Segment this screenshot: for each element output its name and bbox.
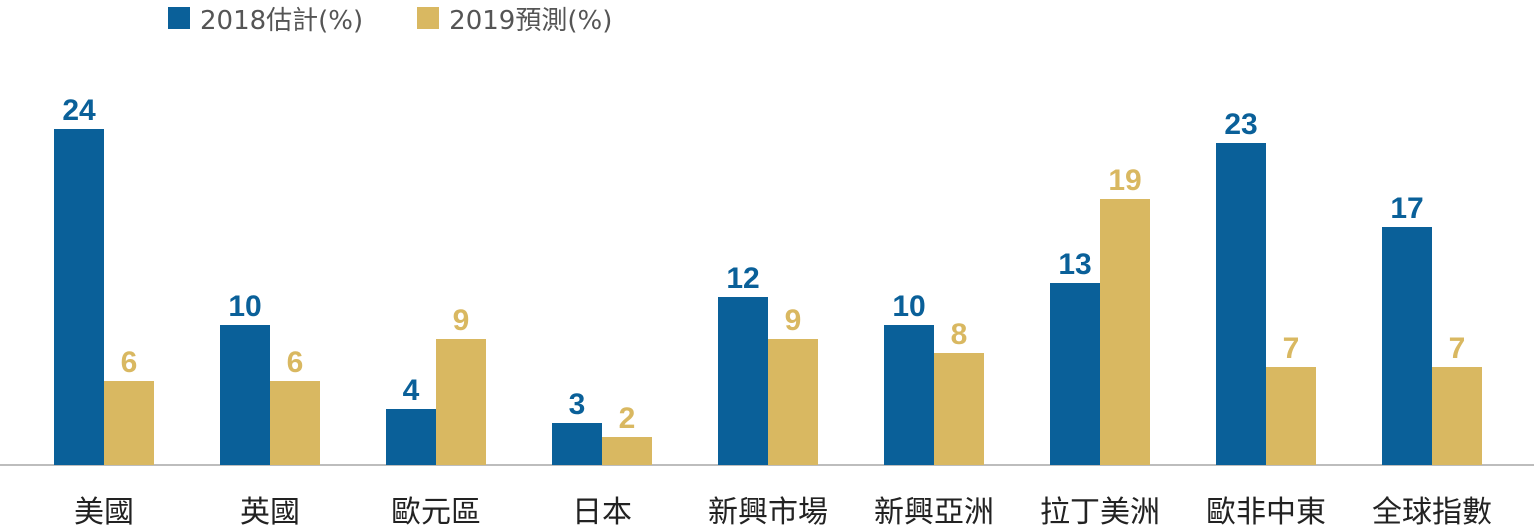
legend-swatch-2019 [417,7,440,29]
category-label-7: 歐非中東 [1206,495,1326,528]
value-label-2019-7: 7 [1283,332,1300,365]
category-label-2: 歐元區 [391,495,481,528]
bar-2018-4 [718,297,768,465]
value-label-2018-6: 13 [1058,248,1091,281]
category-label-4: 新興市場 [708,495,828,528]
category-label-8: 全球指數 [1372,495,1492,528]
bar-2019-8 [1432,367,1482,465]
value-label-2019-0: 6 [121,346,138,379]
bar-2018-0 [54,129,104,465]
legend-swatch-2018 [168,7,190,29]
bar-2018-8 [1382,227,1432,465]
value-label-2019-3: 2 [619,402,636,435]
value-label-2018-4: 12 [726,262,759,295]
bar-2018-6 [1050,283,1100,465]
legend-item-2019: 2019預測(%) [417,0,612,37]
category-label-1: 英國 [240,495,300,528]
legend-label-2019: 2019預測(%) [449,5,613,36]
bar-2019-4 [768,339,818,465]
bar-2019-5 [934,353,984,465]
category-label-0: 美國 [74,495,134,528]
value-label-2018-1: 10 [228,290,261,323]
category-label-3: 日本 [572,495,632,528]
value-label-2018-7: 23 [1224,108,1257,141]
chart-legend: 2018估計(%) 2019預測(%) [168,0,666,36]
bar-2019-0 [104,381,154,465]
value-label-2019-4: 9 [785,304,802,337]
value-label-2018-0: 24 [62,94,96,127]
legend-label-2018: 2018估計(%) [200,5,364,36]
value-label-2018-2: 4 [403,374,420,407]
value-label-2018-8: 17 [1390,192,1423,225]
value-label-2018-5: 10 [892,290,925,323]
value-label-2019-5: 8 [951,318,968,351]
value-label-2018-3: 3 [569,388,586,421]
bar-2019-2 [436,339,486,465]
value-label-2019-1: 6 [287,346,304,379]
bar-2019-6 [1100,199,1150,465]
bar-2019-3 [602,437,652,465]
bar-2018-2 [386,409,436,465]
bar-2018-1 [220,325,270,465]
legend-item-2018: 2018估計(%) [168,0,363,37]
bar-2018-5 [884,325,934,465]
bar-2019-1 [270,381,320,465]
bar-2018-7 [1216,143,1266,465]
category-label-6: 拉丁美洲 [1040,495,1160,528]
value-label-2019-2: 9 [453,304,470,337]
bar-2018-3 [552,423,602,465]
value-label-2019-8: 7 [1449,332,1466,365]
value-label-2019-6: 19 [1108,164,1141,197]
bar-2019-7 [1266,367,1316,465]
category-label-5: 新興亞洲 [874,495,994,528]
